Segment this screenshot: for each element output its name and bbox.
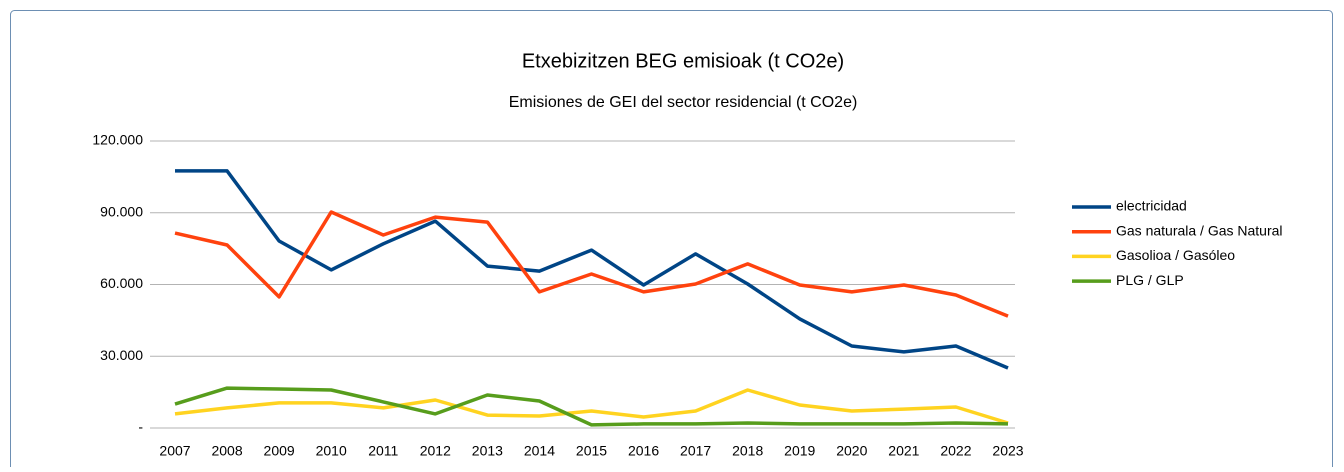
x-tick-label: 2007 (159, 443, 190, 459)
x-tick-label: 2010 (316, 443, 347, 459)
x-tick-label: 2014 (524, 443, 555, 459)
x-tick-label: 2023 (992, 443, 1023, 459)
x-tick-label: 2016 (628, 443, 659, 459)
legend-label: Gasolioa / Gasóleo (1116, 247, 1235, 263)
y-tick-label: 90.000 (100, 203, 143, 219)
series-line (174, 388, 1009, 425)
chart-subtitle: Emisiones de GEI del sector residencial … (509, 94, 858, 111)
chart-title: Etxebizitzen BEG emisioak (t CO2e) (522, 50, 844, 72)
y-tick-label: 30.000 (100, 347, 143, 363)
x-tick-label: 2013 (472, 443, 503, 459)
legend-label: PLG / GLP (1116, 272, 1184, 288)
legend-label: Gas naturala / Gas Natural (1116, 222, 1283, 238)
x-tick-label: 2015 (576, 443, 607, 459)
x-tick-label: 2011 (368, 443, 398, 459)
x-tick-label: 2022 (940, 443, 971, 459)
y-tick-label: 120.000 (92, 132, 143, 148)
x-tick-label: 2009 (264, 443, 295, 459)
x-tick-label: 2017 (680, 443, 711, 459)
chart-frame (10, 10, 1333, 472)
x-tick-label: 2018 (732, 443, 763, 459)
y-tick-label: 60.000 (100, 275, 143, 291)
x-tick-label: 2012 (420, 443, 451, 459)
x-tick-label: 2020 (836, 443, 867, 459)
series-line (175, 169, 1009, 370)
series-line (174, 386, 1009, 427)
x-tick-label: 2008 (211, 443, 242, 459)
x-tick-label: 2019 (784, 443, 815, 459)
series-line (174, 210, 1009, 318)
legend-label: electricidad (1116, 198, 1187, 214)
y-tick-label: - (138, 419, 143, 435)
x-tick-label: 2021 (888, 443, 919, 459)
